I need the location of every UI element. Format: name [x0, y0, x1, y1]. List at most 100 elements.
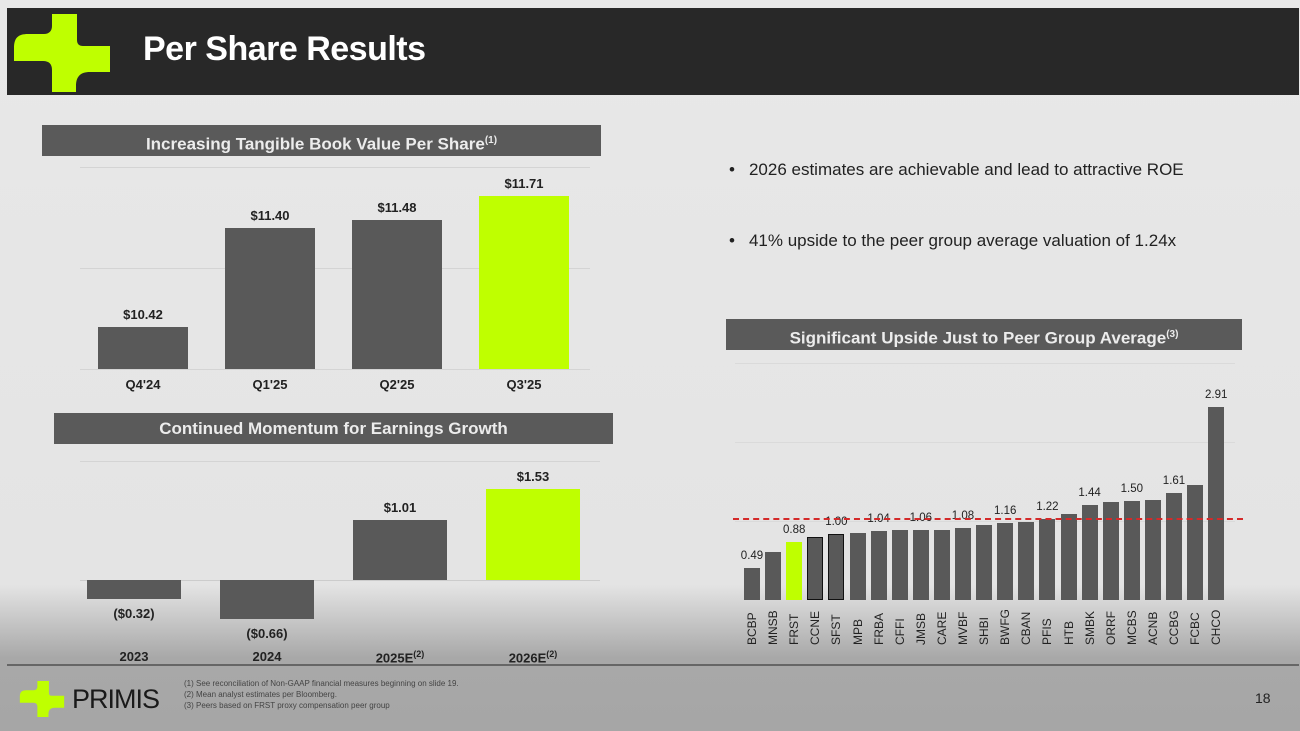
bullet-item: 2026 estimates are achievable and lead t…: [729, 160, 1184, 180]
gridline: [80, 268, 590, 269]
bar: [933, 529, 950, 600]
average-line: [733, 517, 1243, 520]
x-tick-label: Q1'25: [252, 377, 288, 392]
x-tick-label: CBAN: [1019, 611, 1034, 645]
bar: [744, 567, 760, 600]
data-label: 1.50: [1120, 482, 1143, 495]
bar: [225, 227, 315, 369]
x-tick-label: ORRF: [1103, 611, 1118, 645]
bar: [807, 537, 824, 600]
bar: [352, 219, 442, 369]
primis-logo-icon: [14, 14, 110, 92]
gridline: [735, 363, 1235, 365]
data-label: $1.01: [383, 499, 417, 515]
x-tick-label: FRST: [787, 613, 802, 645]
tbv-chart-title: Increasing Tangible Book Value Per Share…: [42, 125, 601, 156]
bar: [1208, 407, 1225, 600]
bar: [765, 552, 782, 600]
x-tick-label: PFIS: [1040, 618, 1055, 645]
x-tick-label: 2024: [252, 649, 282, 664]
bar: [1039, 519, 1056, 600]
x-tick-label: Q4'24: [125, 377, 161, 392]
x-tick-label: MCBS: [1124, 610, 1139, 645]
bar: [912, 529, 929, 600]
x-tick-label: 2023: [119, 649, 149, 664]
bullet-item: 41% upside to the peer group average val…: [729, 231, 1176, 251]
bar: [849, 533, 866, 600]
data-label: $11.40: [250, 207, 290, 223]
x-tick-label: MNSB: [766, 610, 781, 645]
x-tick-label: 2026E(2): [508, 649, 558, 666]
x-tick-label: CFFI: [892, 618, 907, 645]
x-tick-label: SFST: [829, 614, 844, 645]
x-tick-label: Q2'25: [379, 377, 415, 392]
bar: [1123, 500, 1140, 600]
data-label: 0.49: [740, 549, 764, 562]
gridline: [735, 521, 1235, 523]
page-title: Per Share Results: [143, 30, 426, 68]
bar: [870, 531, 887, 600]
data-label: $1.53: [516, 468, 550, 484]
bar: [98, 326, 188, 369]
data-label: ($0.66): [246, 626, 288, 642]
bar: [1081, 504, 1098, 600]
data-label: 2.91: [1204, 389, 1228, 402]
footer-divider: [7, 664, 1299, 666]
bar: [828, 533, 845, 600]
bar: [955, 528, 971, 600]
bar: [1018, 521, 1035, 600]
bar: [486, 488, 580, 580]
data-label: 1.08: [951, 510, 975, 523]
footnotes: (1) See reconciliation of Non-GAAP finan…: [184, 678, 459, 711]
x-tick-label: BWFG: [998, 609, 1013, 645]
x-tick-label: CCNE: [808, 610, 823, 645]
x-tick-label: BCBP: [745, 612, 759, 645]
footnote: (1) See reconciliation of Non-GAAP finan…: [184, 679, 459, 688]
gridline: [80, 167, 590, 168]
eps-chart-title: Continued Momentum for Earnings Growth: [54, 413, 613, 444]
gridline: [80, 369, 590, 370]
bar: [1144, 499, 1161, 600]
bar: [1102, 501, 1119, 600]
peer-chart-title: Significant Upside Just to Peer Group Av…: [726, 319, 1242, 350]
footnote: (2) Mean analyst estimates per Bloomberg…: [184, 690, 337, 699]
brand-name: PRIMIS: [72, 684, 160, 714]
bar: [220, 580, 314, 620]
x-tick-label: MPB: [850, 618, 865, 645]
page-number: 18: [1255, 690, 1271, 706]
x-tick-label: FCBC: [1188, 612, 1203, 645]
data-label: 1.61: [1162, 475, 1186, 488]
gridline: [80, 461, 600, 462]
bar: [976, 525, 993, 600]
bar: [1166, 493, 1182, 600]
bar: [786, 541, 803, 600]
x-tick-label: SMBK: [1082, 610, 1097, 645]
gridline: [80, 580, 600, 581]
x-tick-label: JMSB: [913, 612, 928, 645]
bar: [1187, 484, 1204, 600]
x-tick-label: Q3'25: [506, 377, 542, 392]
x-tick-label: MVBF: [956, 611, 970, 645]
data-label: $11.48: [377, 199, 417, 215]
x-tick-label: CCBG: [1167, 610, 1181, 645]
x-tick-label: HTB: [1061, 621, 1076, 645]
gridline: [735, 442, 1235, 444]
footnote: (3) Peers based on FRST proxy compensati…: [184, 701, 390, 710]
bar: [87, 580, 181, 600]
bar: [997, 523, 1014, 600]
x-tick-label: CHCO: [1209, 609, 1224, 645]
x-tick-label: 2025E(2): [375, 649, 425, 666]
x-tick-label: SHBI: [977, 616, 992, 645]
bar: [353, 519, 447, 580]
data-label: 0.88: [782, 523, 806, 536]
data-label: ($0.32): [113, 606, 155, 622]
primis-footer-logo-icon: [19, 681, 65, 717]
data-label: $11.71: [504, 176, 544, 192]
data-label: 1.06: [909, 511, 932, 524]
header-bar: [7, 8, 1299, 95]
data-label: 1.22: [1036, 501, 1059, 514]
data-label: 1.44: [1078, 486, 1101, 499]
x-tick-label: FRBA: [871, 612, 886, 645]
x-tick-label: CARE: [934, 611, 949, 645]
data-label: $10.42: [123, 306, 163, 322]
